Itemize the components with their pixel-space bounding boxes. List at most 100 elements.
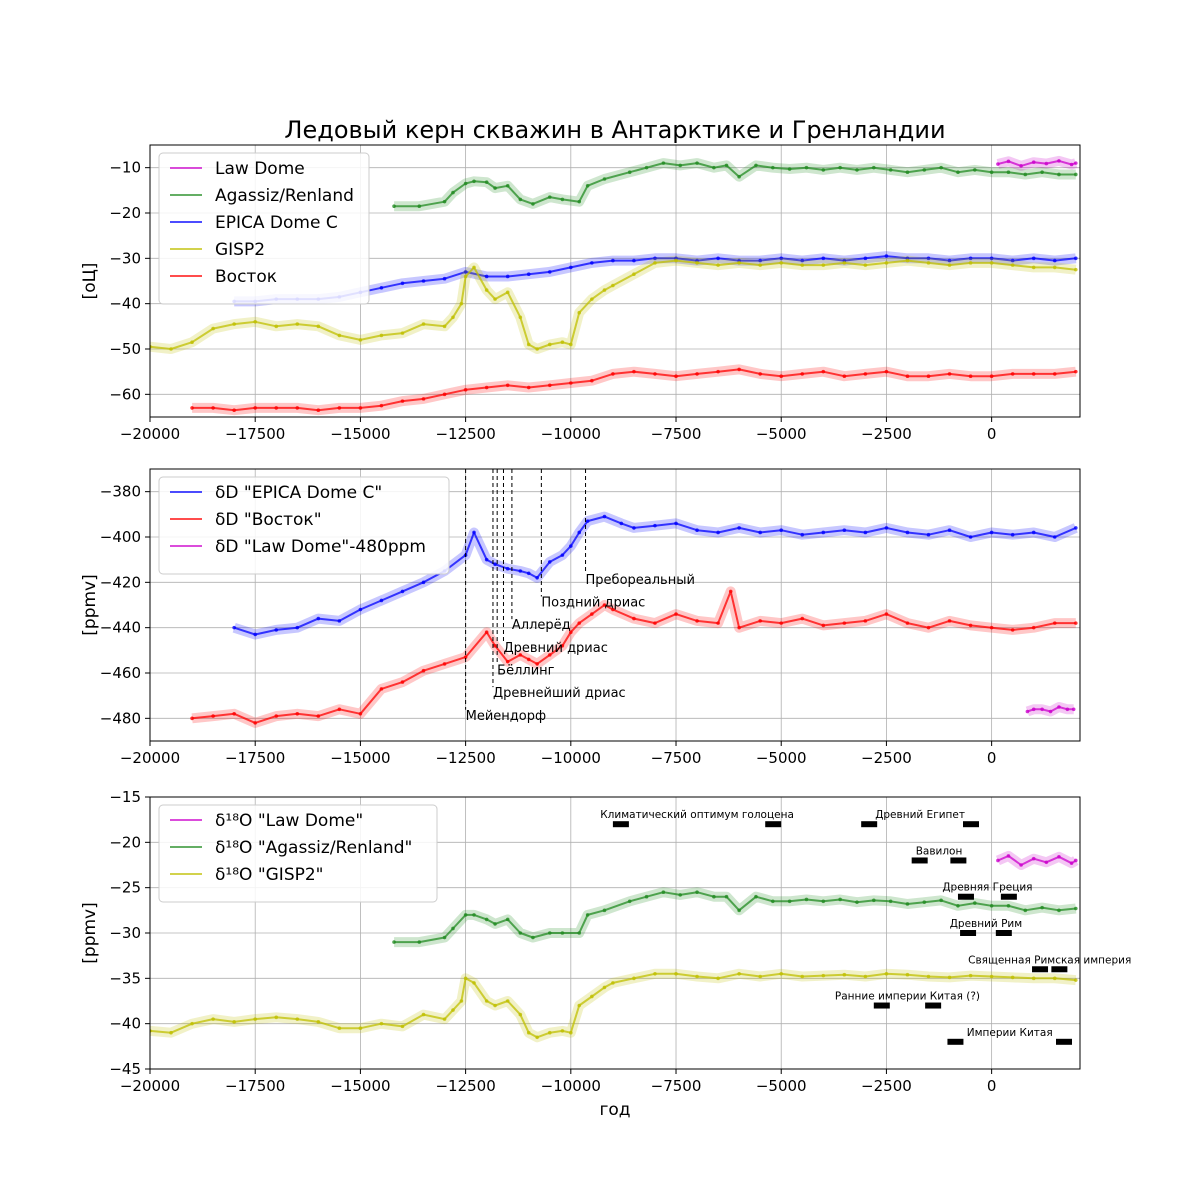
- data-point: [316, 324, 321, 329]
- data-point: [1073, 621, 1078, 625]
- data-point: [400, 1024, 405, 1029]
- data-point: [758, 530, 762, 535]
- data-point: [547, 383, 552, 388]
- data-point: [442, 276, 447, 281]
- data-point: [863, 256, 868, 261]
- data-point: [526, 657, 531, 662]
- data-point: [674, 374, 678, 379]
- figure-title: Ледовый керн скважин в Антарктике и Грен…: [284, 116, 945, 144]
- data-point: [526, 272, 531, 277]
- data-point: [884, 972, 889, 976]
- legend-entry: δ¹⁸O "GISP2": [215, 865, 324, 885]
- data-point: [442, 1017, 447, 1021]
- data-point: [274, 628, 279, 632]
- data-point: [274, 406, 279, 410]
- data-point: [821, 973, 826, 978]
- data-point: [632, 526, 636, 530]
- data-point: [493, 562, 497, 566]
- data-point: [585, 184, 590, 188]
- x-tick-label: −5000: [756, 425, 807, 443]
- data-point: [996, 162, 1000, 166]
- data-point: [905, 530, 910, 535]
- data-point: [716, 621, 720, 625]
- period-end-marker: [925, 1002, 942, 1009]
- axes-frame: [149, 468, 1081, 742]
- data-point: [463, 976, 468, 981]
- data-point: [1057, 908, 1061, 913]
- data-point: [569, 630, 573, 634]
- data-point: [505, 383, 510, 388]
- data-point: [947, 258, 952, 263]
- data-point: [602, 603, 607, 607]
- period-start-marker: [861, 821, 878, 828]
- y-tick-label: −15: [109, 788, 141, 806]
- data-point: [842, 528, 847, 532]
- data-point: [569, 342, 573, 347]
- data-point: [842, 621, 847, 625]
- data-point: [695, 619, 699, 623]
- data-point: [968, 261, 973, 265]
- data-point: [627, 170, 632, 174]
- data-point: [253, 1017, 258, 1021]
- y-tick-label: −10: [109, 159, 141, 177]
- data-point: [463, 655, 468, 659]
- data-point: [379, 1021, 384, 1026]
- data-point: [253, 406, 258, 410]
- data-point: [442, 324, 447, 329]
- data-point: [1031, 530, 1036, 535]
- data-point: [842, 972, 847, 977]
- data-point: [842, 261, 847, 265]
- x-tick-label: −15000: [330, 425, 390, 443]
- data-point: [956, 904, 960, 908]
- data-point: [421, 397, 426, 401]
- data-point: [863, 974, 868, 979]
- legend-entry: δ¹⁸O "Agassiz/Renland": [215, 838, 412, 858]
- data-point: [800, 372, 805, 376]
- data-point: [821, 256, 826, 261]
- data-point: [863, 372, 868, 376]
- data-point: [590, 994, 594, 999]
- period-label: Климатический оптимум голоцена: [600, 809, 794, 821]
- data-point: [484, 557, 489, 562]
- data-point: [484, 917, 489, 922]
- data-point: [560, 553, 565, 557]
- y-tick-label: −35: [109, 969, 141, 987]
- data-point: [1044, 161, 1049, 166]
- data-point: [737, 526, 741, 530]
- data-point: [926, 625, 931, 630]
- data-point: [358, 338, 363, 342]
- data-point: [653, 372, 657, 376]
- series-line: [150, 259, 1076, 350]
- data-point: [451, 315, 455, 320]
- data-point: [905, 972, 910, 977]
- data-point: [337, 1026, 342, 1030]
- data-point: [547, 931, 552, 935]
- series-1-4: [150, 255, 1078, 354]
- series-2-3: [1025, 702, 1076, 717]
- data-point: [337, 333, 342, 338]
- y-tick-label: −460: [100, 664, 141, 682]
- data-point: [989, 530, 994, 535]
- data-point: [484, 180, 489, 184]
- data-point: [758, 258, 762, 263]
- data-point: [493, 186, 497, 190]
- data-point: [442, 199, 447, 204]
- x-tick-label: −20000: [120, 425, 180, 443]
- data-point: [400, 589, 405, 594]
- data-point: [674, 521, 678, 526]
- data-point: [724, 894, 729, 899]
- data-point: [484, 274, 489, 279]
- annotation-label: Древнейший дриас: [493, 686, 626, 701]
- y-tick-label: −25: [109, 879, 141, 897]
- data-point: [472, 530, 476, 535]
- data-point: [211, 714, 215, 718]
- data-point: [947, 263, 952, 267]
- data-point: [1069, 162, 1074, 167]
- data-point: [611, 258, 615, 263]
- data-point: [526, 385, 531, 390]
- y-tick-label: −40: [109, 295, 141, 313]
- data-point: [771, 899, 775, 904]
- data-point: [232, 408, 236, 413]
- data-point: [274, 714, 279, 718]
- period-start-marker: [911, 857, 928, 864]
